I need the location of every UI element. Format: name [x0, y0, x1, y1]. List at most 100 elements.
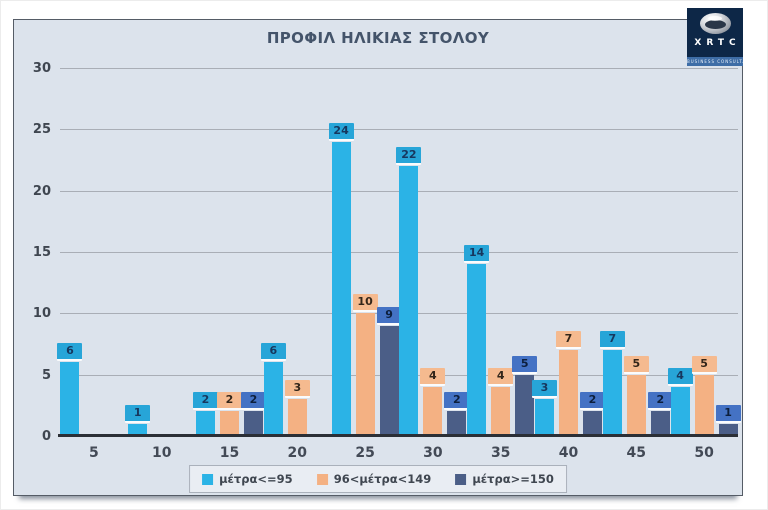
- bar-value-label: 2: [647, 392, 673, 411]
- bar-15-96<μέτρα<149: [219, 411, 239, 436]
- x-tick-label-5: 5: [89, 445, 99, 461]
- legend-label: μέτρα>=150: [472, 472, 554, 486]
- bar-group-45: 7 5 2: [599, 331, 673, 436]
- bar-15-μέτρα<=95: [195, 411, 215, 436]
- bar-value-label: 1: [715, 404, 741, 423]
- x-tick-label-40: 40: [558, 445, 579, 461]
- bar-slot: 2: [240, 392, 266, 436]
- bar-groups-container: 6 1 2 2 2 6 3 24 10 9 22 4 2 14 4 5 3 7 2 7 5 2 4 5 1: [57, 68, 741, 436]
- bar-value-label: 2: [579, 392, 605, 411]
- bar-value-label: 6: [260, 343, 286, 362]
- y-tick-label-10: 10: [32, 306, 51, 322]
- bar-slot: 7: [599, 331, 625, 436]
- bar-slot: 5: [623, 355, 649, 436]
- x-tick-label-45: 45: [626, 445, 647, 461]
- bar-value-label: 1: [125, 404, 151, 423]
- x-tick-label-50: 50: [694, 445, 714, 461]
- bar-30-μέτρα<=95: [399, 166, 419, 436]
- bar-slot: 24: [328, 122, 354, 436]
- bar-value-label: 3: [284, 380, 310, 399]
- bar-30-μέτρα>=150: [447, 411, 467, 436]
- gridline-20: [60, 190, 738, 192]
- y-tick-label-0: 0: [41, 429, 51, 444]
- bar-value-label: 5: [691, 355, 717, 374]
- bar-slot: 5: [512, 355, 538, 436]
- bar-value-label: 3: [531, 380, 557, 399]
- legend-swatch-icon: [455, 473, 467, 485]
- bar-10-μέτρα<=95: [128, 423, 148, 436]
- y-tick-label-5: 5: [41, 367, 51, 383]
- bar-35-96<μέτρα<149: [491, 386, 511, 436]
- x-tick-label-10: 10: [151, 445, 172, 461]
- bar-5-μέτρα<=95: [60, 362, 80, 436]
- bar-group-5: 6: [57, 343, 128, 436]
- bar-value-label: 10: [352, 294, 378, 313]
- bar-35-μέτρα>=150: [515, 374, 535, 436]
- bar-value-label: 14: [464, 245, 490, 264]
- bar-15-μέτρα>=150: [243, 411, 263, 436]
- bar-40-96<μέτρα<149: [558, 350, 578, 436]
- x-tick-label-30: 30: [423, 445, 443, 461]
- gridline-30: [60, 68, 738, 69]
- legend-item: μέτρα<=95: [202, 472, 293, 486]
- bar-40-μέτρα<=95: [534, 399, 554, 436]
- plot-area: 0 5 10 15 20 25 30 6 1 2 2 2 6 3 24 10 9 22 4 2 14 4 5 3 7 2 7 5 2 4…: [33, 61, 741, 461]
- bar-slot: 4: [667, 367, 693, 436]
- x-axis-labels: 5 10 15 20 25 30 35 40 45 50: [60, 445, 738, 461]
- bar-50-μέτρα<=95: [670, 386, 690, 436]
- bar-slot: 6: [260, 343, 286, 436]
- bar-value-label: 7: [555, 331, 581, 350]
- gridline-15: [60, 252, 738, 253]
- bar-value-label: 5: [512, 355, 538, 374]
- x-tick-label-20: 20: [287, 445, 308, 461]
- legend-label: 96<μέτρα<149: [333, 472, 432, 486]
- bar-50-μέτρα>=150: [718, 423, 738, 436]
- bar-30-96<μέτρα<149: [423, 386, 443, 436]
- bar-value-label: 9: [376, 306, 402, 325]
- xrtc-logo-text: XRTC: [694, 38, 741, 48]
- bar-slot: 5: [691, 355, 717, 436]
- x-tick-label-25: 25: [355, 445, 375, 461]
- bar-slot: 2: [444, 392, 470, 436]
- xrtc-logo-tagline: BUSINESS CONSULTANTS: [687, 57, 743, 66]
- bar-group-30: 22 4 2: [396, 147, 470, 436]
- bar-value-label: 6: [57, 343, 83, 362]
- bar-group-25: 24 10 9: [328, 122, 402, 436]
- xrtc-logo: XRTC BUSINESS CONSULTANTS: [687, 8, 743, 66]
- bar-slot: 2: [192, 392, 218, 436]
- bar-slot: 2: [647, 392, 673, 436]
- bar-slot: 3: [531, 380, 557, 436]
- bar-value-label: 7: [599, 331, 625, 350]
- bar-value-label: 4: [667, 367, 693, 386]
- bar-20-μέτρα<=95: [263, 362, 283, 436]
- bar-40-μέτρα>=150: [582, 411, 602, 436]
- gridline-5: [60, 374, 738, 376]
- bar-slot: 9: [376, 306, 402, 436]
- bar-slot: 7: [555, 331, 581, 436]
- bar-slot: 3: [284, 380, 310, 436]
- bar-25-96<μέτρα<149: [355, 313, 375, 436]
- bar-value-label: 2: [240, 392, 266, 411]
- bar-slot: 10: [352, 294, 378, 436]
- bar-45-96<μέτρα<149: [626, 374, 646, 436]
- bar-value-label: 4: [420, 367, 446, 386]
- bar-value-label: 5: [623, 355, 649, 374]
- bar-slot: 2: [216, 392, 242, 436]
- y-tick-label-30: 30: [32, 61, 51, 76]
- bar-25-μέτρα<=95: [331, 141, 351, 436]
- x-tick-label-35: 35: [490, 445, 511, 461]
- bar-25-μέτρα>=150: [379, 325, 399, 436]
- bar-value-label: 2: [216, 392, 242, 411]
- bar-45-μέτρα<=95: [602, 350, 622, 436]
- bar-group-35: 14 4 5: [464, 245, 538, 436]
- bar-slot: 6: [57, 343, 83, 436]
- legend-swatch-icon: [316, 473, 328, 485]
- y-tick-label-25: 25: [32, 122, 51, 138]
- xrtc-logo-emblem-panel: XRTC: [687, 8, 743, 57]
- x-axis-line: [58, 434, 738, 437]
- bar-slot: 1: [125, 404, 151, 436]
- gridline-25: [60, 129, 738, 131]
